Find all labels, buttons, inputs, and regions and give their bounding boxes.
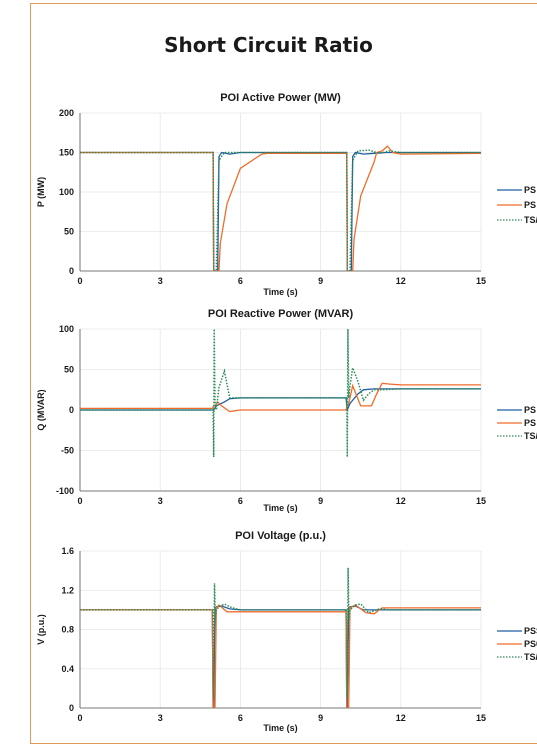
series-line-1 [80, 606, 481, 708]
x-axis-label: Time (s) [263, 287, 297, 297]
legend-label: PS [524, 418, 536, 428]
legend-label: PS [524, 185, 536, 195]
y-tick-label: 0 [69, 703, 74, 713]
y-tick-label: 50 [64, 227, 74, 237]
legend-label: PS0 [524, 639, 537, 649]
x-axis-label: Time (s) [263, 723, 297, 733]
legend-label: PS [524, 200, 536, 210]
x-tick-label: 15 [476, 713, 486, 723]
y-axis-label: P (MW) [36, 177, 46, 207]
y-tick-label: 1.6 [61, 546, 74, 556]
series-line-2 [80, 605, 481, 708]
chart-title: POI Voltage (p.u.) [235, 530, 326, 542]
legend-label: PSS [524, 626, 537, 636]
x-tick-label: 3 [158, 713, 163, 723]
series-line-3 [80, 329, 481, 457]
x-tick-label: 12 [396, 713, 406, 723]
series-line-1 [80, 389, 481, 410]
legend: PS PS TS/ [497, 405, 537, 441]
y-tick-label: 150 [59, 148, 74, 158]
legend-label: TS/ [524, 215, 537, 225]
x-tick-label: 0 [77, 713, 82, 723]
series-line-2 [80, 146, 481, 271]
x-axis-label: Time (s) [263, 503, 297, 513]
x-tick-label: 0 [77, 276, 82, 286]
x-tick-label: 9 [318, 713, 323, 723]
y-tick-label: 1.2 [61, 585, 74, 595]
chart-panel-1: POI Active Power (MW)0 3 6 9 12 1505010015020… [36, 92, 537, 297]
x-tick-label: 6 [238, 276, 243, 286]
chart-title: POI Reactive Power (MVAR) [208, 308, 354, 320]
legend-label: TS/ [524, 652, 537, 662]
y-tick-label: 50 [64, 365, 74, 375]
legend-label: TS/ [524, 431, 537, 441]
y-tick-label: 0.8 [61, 625, 74, 635]
x-tick-label: 6 [238, 713, 243, 723]
chart-panel-2: POI Reactive Power (MVAR) 0 3 6 9 12 15 -100 -50… [36, 308, 537, 513]
y-tick-label: -50 [61, 446, 74, 456]
y-tick-label: 0 [69, 266, 74, 276]
x-tick-label: 15 [476, 496, 486, 506]
legend: PSS PS0 TS/ [497, 626, 537, 662]
x-tick-label: 15 [476, 276, 486, 286]
x-tick-label: 9 [318, 496, 323, 506]
y-tick-label: 200 [59, 108, 74, 118]
series-line-3 [80, 568, 481, 699]
y-tick-label: 0 [69, 405, 74, 415]
x-tick-label: 3 [158, 496, 163, 506]
x-tick-label: 3 [158, 276, 163, 286]
chart-title: POI Active Power (MW) [220, 92, 341, 104]
y-axis-label: V (p.u.) [36, 614, 46, 645]
series-line-3 [80, 150, 481, 271]
x-tick-label: 12 [396, 496, 406, 506]
y-tick-label: -100 [56, 486, 74, 496]
chart-panel-3: POI Voltage (p.u.) 0 3 6 9 12 15 0 0.4 0.8 1.2 1.6 T… [36, 530, 537, 733]
x-tick-label: 12 [396, 276, 406, 286]
x-tick-label: 6 [238, 496, 243, 506]
y-tick-label: 100 [59, 187, 74, 197]
y-tick-label: 100 [59, 324, 74, 334]
series-line-1 [80, 153, 481, 272]
legend: PS PS TS/ [497, 185, 537, 225]
legend-label: PS [524, 405, 536, 415]
x-tick-label: 9 [318, 276, 323, 286]
y-axis-label: Q (MVAR) [36, 389, 46, 430]
y-tick-label: 0.4 [61, 664, 74, 674]
x-tick-label: 0 [77, 496, 82, 506]
